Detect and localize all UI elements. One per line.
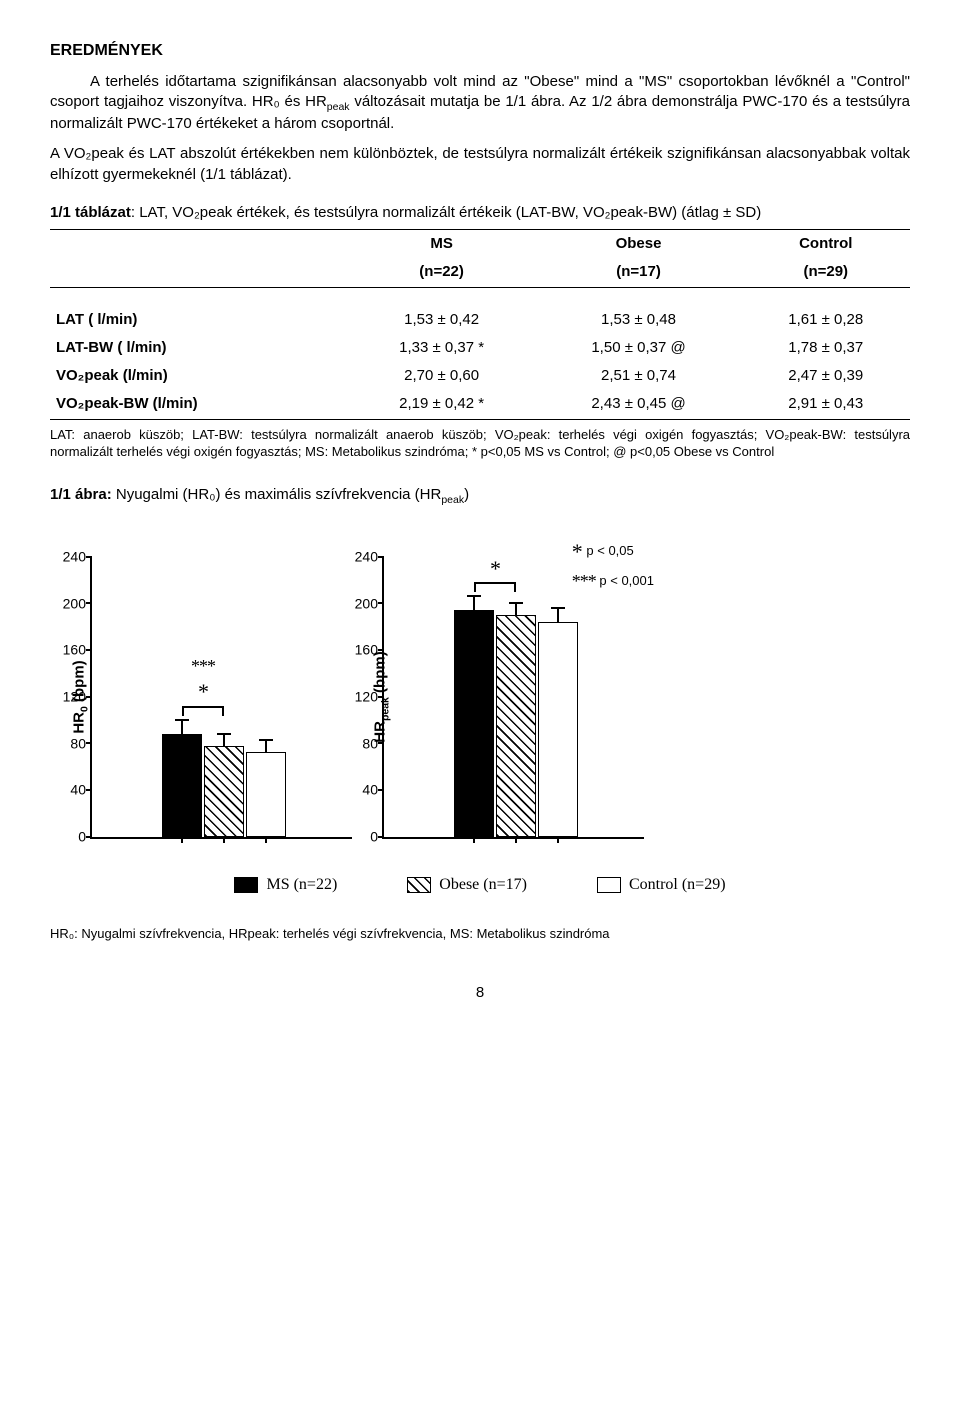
table-row: VO₂peak (l/min)2,70 ± 0,602,51 ± 0,742,4… [50,362,910,390]
figure-footnote: HR₀: Nyugalmi szívfrekvencia, HRpeak: te… [50,925,910,943]
swatch-control [597,877,621,893]
figure-caption: 1/1 ábra: Nyugalmi (HR₀) és maximális sz… [50,485,910,507]
chart-hrpeak: 04080120160200240HRpeak (bpm)** p < 0,05… [382,557,644,839]
table-caption: 1/1 táblázat: LAT, VO₂peak értékek, és t… [50,203,910,223]
table-row: LAT-BW ( l/min)1,33 ± 0,37 *1,50 ± 0,37 … [50,334,910,362]
page-number: 8 [50,983,910,1003]
charts-row: 04080120160200240HR0 (bpm)**** 040801201… [90,557,910,839]
table-footnote: LAT: anaerob küszöb; LAT-BW: testsúlyra … [50,426,910,461]
table-row: VO₂peak-BW (l/min)2,19 ± 0,42 *2,43 ± 0,… [50,390,910,419]
table-row: LAT ( l/min)1,53 ± 0,421,53 ± 0,481,61 ±… [50,306,910,334]
chart-hr0: 04080120160200240HR0 (bpm)**** [90,557,352,839]
swatch-obese [407,877,431,893]
data-table: MS Obese Control (n=22) (n=17) (n=29) LA… [50,229,910,420]
paragraph-2: A VO₂peak és LAT abszolút értékekben nem… [50,144,910,185]
paragraph-1: A terhelés időtartama szignifikánsan ala… [50,72,910,135]
swatch-ms [234,877,258,893]
chart-legend: MS (n=22) Obese (n=17) Control (n=29) [50,874,910,896]
section-title: EREDMÉNYEK [50,40,910,62]
